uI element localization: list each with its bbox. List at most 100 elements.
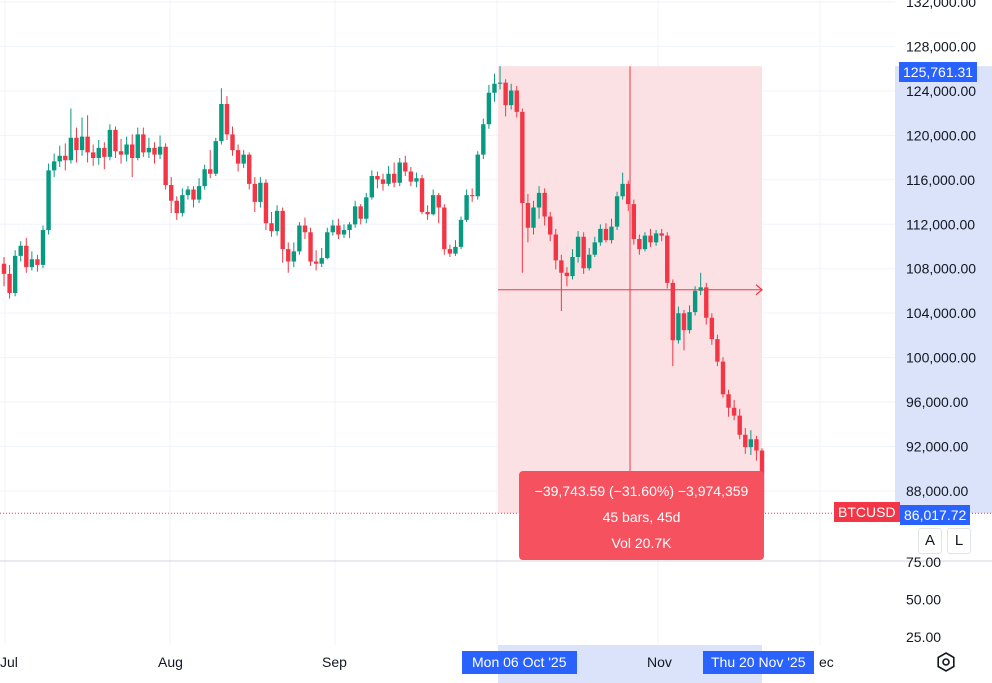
time-axis-labels: Jul Aug Sep Nov ec — [0, 654, 834, 670]
candle-body — [564, 272, 570, 277]
candle-body — [419, 178, 425, 212]
candle-body — [525, 203, 531, 228]
candle-body — [213, 141, 218, 174]
candle-body — [152, 147, 157, 155]
auto-scale-button[interactable]: A — [918, 528, 942, 554]
volume-tick-label: 50.00 — [906, 592, 941, 608]
chart-grid — [0, 0, 895, 645]
candlestick-series — [1, 66, 765, 514]
candle-body — [336, 225, 341, 235]
candle-body — [297, 225, 302, 252]
candle-body — [1, 263, 7, 274]
candle-body — [35, 259, 40, 265]
candle-body — [715, 339, 720, 362]
candle-body — [90, 152, 96, 158]
candle-body — [113, 129, 118, 152]
price-tick-label: 104,000.00 — [906, 305, 976, 321]
candle-body — [107, 129, 113, 157]
candle-body — [403, 162, 408, 172]
candle-body — [603, 228, 609, 241]
candle-body — [263, 182, 269, 224]
candle-body — [286, 249, 291, 262]
candle-body — [146, 147, 152, 153]
candle-body — [743, 434, 748, 448]
candle-body — [620, 183, 625, 197]
candle-body — [598, 228, 603, 243]
candle-body — [252, 183, 258, 202]
candle-body — [469, 195, 475, 197]
candle-body — [464, 195, 469, 220]
price-tick-label: 112,000.00 — [906, 216, 975, 232]
candle-body — [358, 206, 363, 219]
time-tick-label: Aug — [158, 654, 183, 670]
candle-body — [648, 235, 653, 243]
candle-body — [224, 104, 230, 135]
candle-body — [587, 254, 592, 269]
candle-body — [676, 313, 681, 341]
volume-tick-label: 75.00 — [906, 554, 941, 570]
volume-tick-label: 25.00 — [906, 629, 941, 645]
candle-body — [63, 155, 68, 161]
price-axis-labels: 132,000.00 128,000.00 124,000.00 120,000.00… — [906, 0, 976, 499]
candle-body — [670, 282, 676, 341]
candle-body — [503, 82, 508, 106]
price-tick-label: 128,000.00 — [906, 38, 976, 54]
candle-body — [191, 189, 196, 200]
candle-body — [280, 210, 285, 250]
candle-body — [57, 155, 62, 162]
candle-body — [141, 134, 146, 153]
price-tick-label: 124,000.00 — [906, 83, 976, 99]
log-scale-button[interactable]: L — [947, 528, 971, 554]
candle-body — [230, 134, 235, 151]
candle-body — [458, 219, 464, 247]
measurement-tooltip: −39,743.59 (−31.60%) −3,974,359 45 bars,… — [519, 471, 764, 560]
candle-body — [380, 179, 386, 184]
candle-body — [453, 246, 458, 254]
candle-body — [330, 225, 336, 233]
measurement-volume: Vol 20.7K — [611, 535, 672, 551]
candle-body — [720, 361, 726, 395]
candle-body — [364, 197, 369, 219]
candle-body — [570, 257, 575, 277]
price-tick-label: 108,000.00 — [906, 261, 976, 277]
price-tick-label: 120,000.00 — [906, 127, 976, 143]
candle-body — [169, 185, 174, 201]
candle-body — [575, 236, 581, 257]
candle-body — [325, 232, 330, 259]
candle-body — [51, 161, 57, 171]
candle-body — [631, 204, 637, 239]
candle-body — [520, 111, 525, 203]
candle-body — [536, 192, 542, 208]
candle-body — [79, 136, 85, 151]
price-tick-label: 92,000.00 — [906, 439, 968, 455]
candle-body — [163, 146, 168, 185]
time-tick-label: ec — [819, 654, 834, 670]
candle-body — [24, 245, 29, 268]
candle-body — [408, 171, 414, 182]
candle-body — [642, 235, 648, 250]
price-tick-label: 100,000.00 — [906, 350, 976, 366]
candle-body — [626, 183, 631, 205]
candle-body — [542, 192, 547, 217]
settings-icon[interactable] — [934, 650, 958, 674]
candle-body — [592, 242, 597, 255]
last-price-tag: 86,017.72 — [900, 505, 971, 525]
candle-body — [196, 186, 202, 200]
candle-body — [7, 273, 12, 293]
time-tick-label: Nov — [647, 654, 672, 670]
candle-body — [754, 439, 759, 451]
time-tick-label: Sep — [322, 654, 347, 670]
top-price-tag: 125,761.31 — [899, 62, 978, 82]
candle-body — [235, 150, 241, 164]
measurement-bars: 45 bars, 45d — [602, 509, 681, 525]
candle-body — [12, 255, 18, 293]
price-tick-label: 132,000.00 — [906, 0, 976, 10]
candle-body — [726, 394, 731, 408]
candle-body — [497, 82, 503, 84]
candle-body — [614, 196, 620, 227]
candle-body — [665, 235, 670, 283]
candle-body — [397, 162, 402, 183]
candle-body — [548, 216, 553, 235]
candle-body — [425, 212, 430, 215]
